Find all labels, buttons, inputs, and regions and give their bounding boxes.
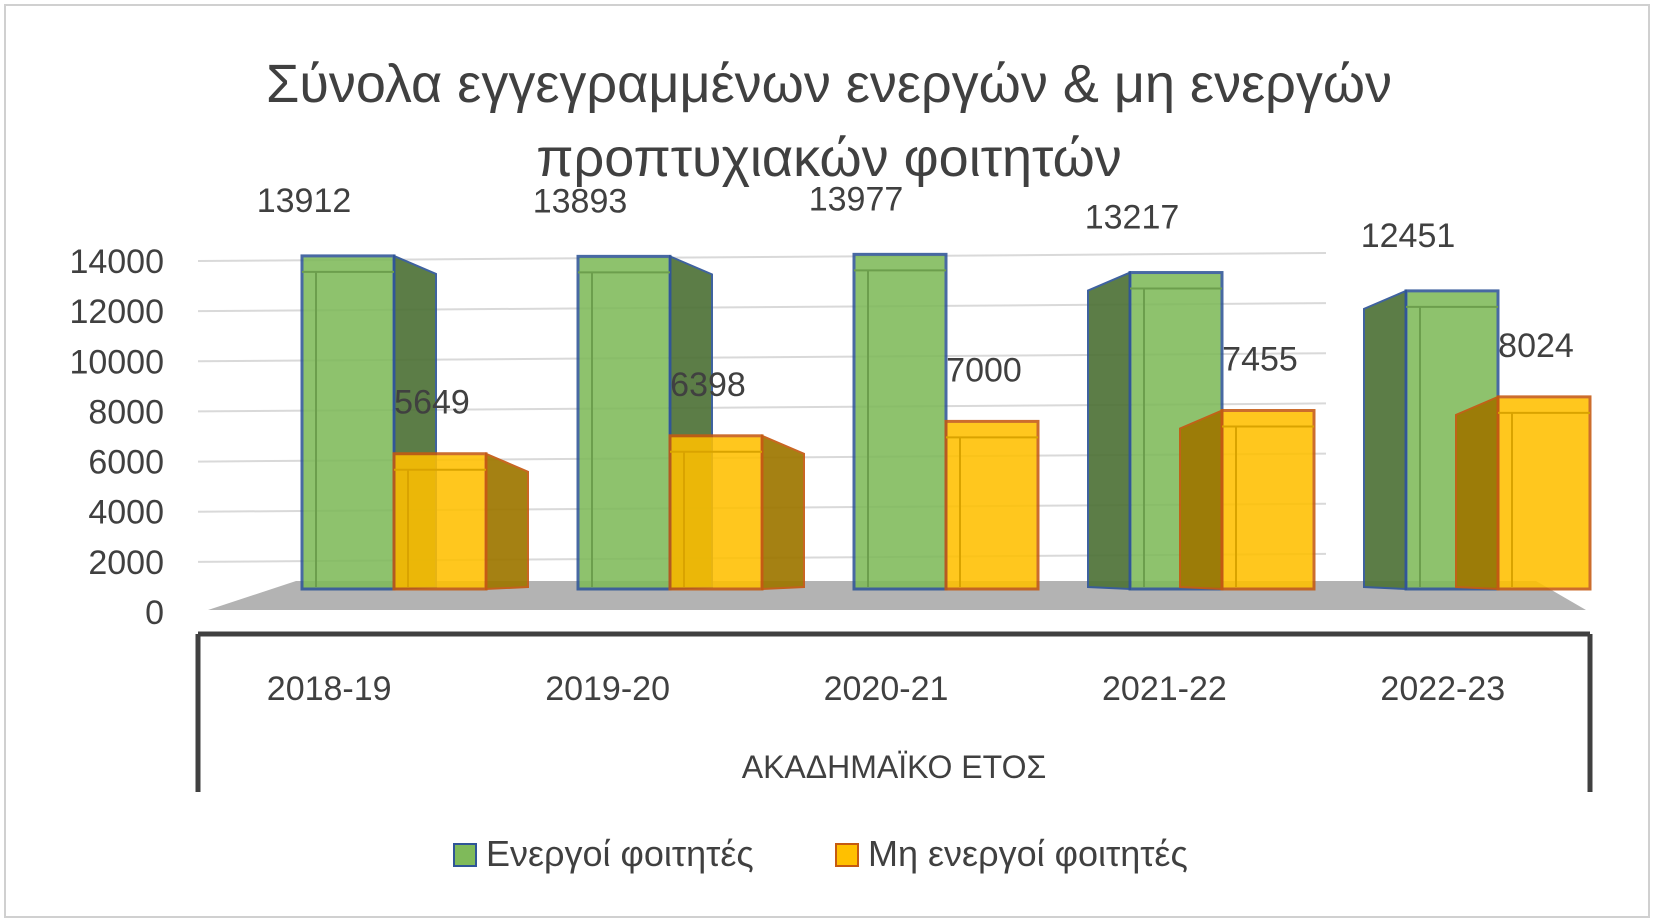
bar-side-face [761, 434, 805, 591]
category-label: 2020-21 [824, 670, 949, 708]
data-label: 5649 [394, 384, 470, 422]
category-label: 2019-20 [545, 670, 670, 708]
bar-inactive-2018-19 [392, 452, 529, 591]
bar-active-2020-21 [852, 252, 948, 591]
legend-label: Μη ενεργοί φοιτητές [868, 833, 1188, 874]
chart-svg: Σύνολα εγγεγραμμένων ενεργών & μη ενεργώ… [69, 54, 1593, 874]
chart-frame: Σύνολα εγγεγραμμένων ενεργών & μη ενεργώ… [4, 4, 1650, 918]
bar-inactive-2021-22 [1179, 408, 1316, 591]
chart-title-line-2: προπτυχιακών φοιτητών [536, 128, 1122, 188]
bar-side-face [1455, 395, 1499, 591]
legend-item: Μη ενεργοί φοιτητές [835, 833, 1188, 874]
bar-inactive-2019-20 [668, 434, 805, 591]
legend-item: Ενεργοί φοιτητές [453, 833, 754, 874]
chart-title-line-1: Σύνολα εγγεγραμμένων ενεργών & μη ενεργώ… [266, 54, 1392, 114]
x-axis [195, 631, 1593, 792]
data-label: 6398 [670, 366, 746, 404]
chart-title: Σύνολα εγγεγραμμένων ενεργών & μη ενεργώ… [266, 54, 1392, 188]
y-tick-label: 14000 [69, 243, 164, 281]
bar-side-face [1179, 408, 1223, 591]
data-label: 7455 [1222, 341, 1298, 379]
bar-front-face [1220, 409, 1316, 591]
legend-swatch [835, 843, 859, 867]
data-label: 13217 [1085, 199, 1180, 237]
bar-front-face [300, 254, 396, 591]
y-tick-label: 4000 [88, 494, 164, 532]
bar-inactive-2022-23 [1455, 395, 1592, 591]
y-tick-label: 6000 [88, 444, 164, 482]
category-label: 2022-23 [1380, 670, 1505, 708]
y-tick-label: 12000 [69, 293, 164, 331]
data-label: 8024 [1498, 327, 1574, 365]
bar-side-face [1087, 271, 1131, 591]
category-label: 2021-22 [1102, 670, 1227, 708]
category-label: 2018-19 [267, 670, 392, 708]
data-label: 13977 [809, 180, 904, 218]
y-tick-label: 8000 [88, 393, 164, 431]
data-label: 7000 [946, 351, 1022, 389]
bars [300, 252, 1592, 591]
data-label: 12451 [1361, 217, 1456, 255]
bar-inactive-2020-21 [944, 419, 1040, 591]
x-axis-title: ΑΚΑΔΗΜΑΪΚΟ ΕΤΟΣ [742, 749, 1047, 785]
legend: Ενεργοί φοιτητές Μη ενεργοί φοιτητές [453, 833, 1188, 874]
y-axis-ticks: 0 2000 4000 6000 8000 10000 12000 14000 [69, 243, 164, 632]
legend-label: Ενεργοί φοιτητές [486, 833, 754, 874]
y-tick-label: 10000 [69, 343, 164, 381]
y-tick-label: 0 [145, 594, 164, 632]
bar-front-face [668, 434, 764, 591]
bar-active-2019-20 [576, 254, 713, 591]
bar-front-face [392, 452, 488, 591]
data-labels: 13912 5649 13893 6398 13977 7000 13217 7455 1245… [257, 180, 1574, 421]
bar-side-face [485, 452, 529, 591]
bar-front-face [944, 419, 1040, 591]
data-label: 13893 [533, 182, 628, 220]
category-labels: 2018-19 2019-20 2020-21 2021-22 2022-23 [267, 670, 1505, 708]
data-label: 13912 [257, 182, 352, 220]
bar-front-face [1496, 395, 1592, 591]
legend-swatch [453, 843, 477, 867]
bar-side-face [1363, 289, 1407, 591]
bar-front-face [576, 254, 672, 591]
bar-front-face [852, 252, 948, 591]
y-tick-label: 2000 [88, 544, 164, 582]
